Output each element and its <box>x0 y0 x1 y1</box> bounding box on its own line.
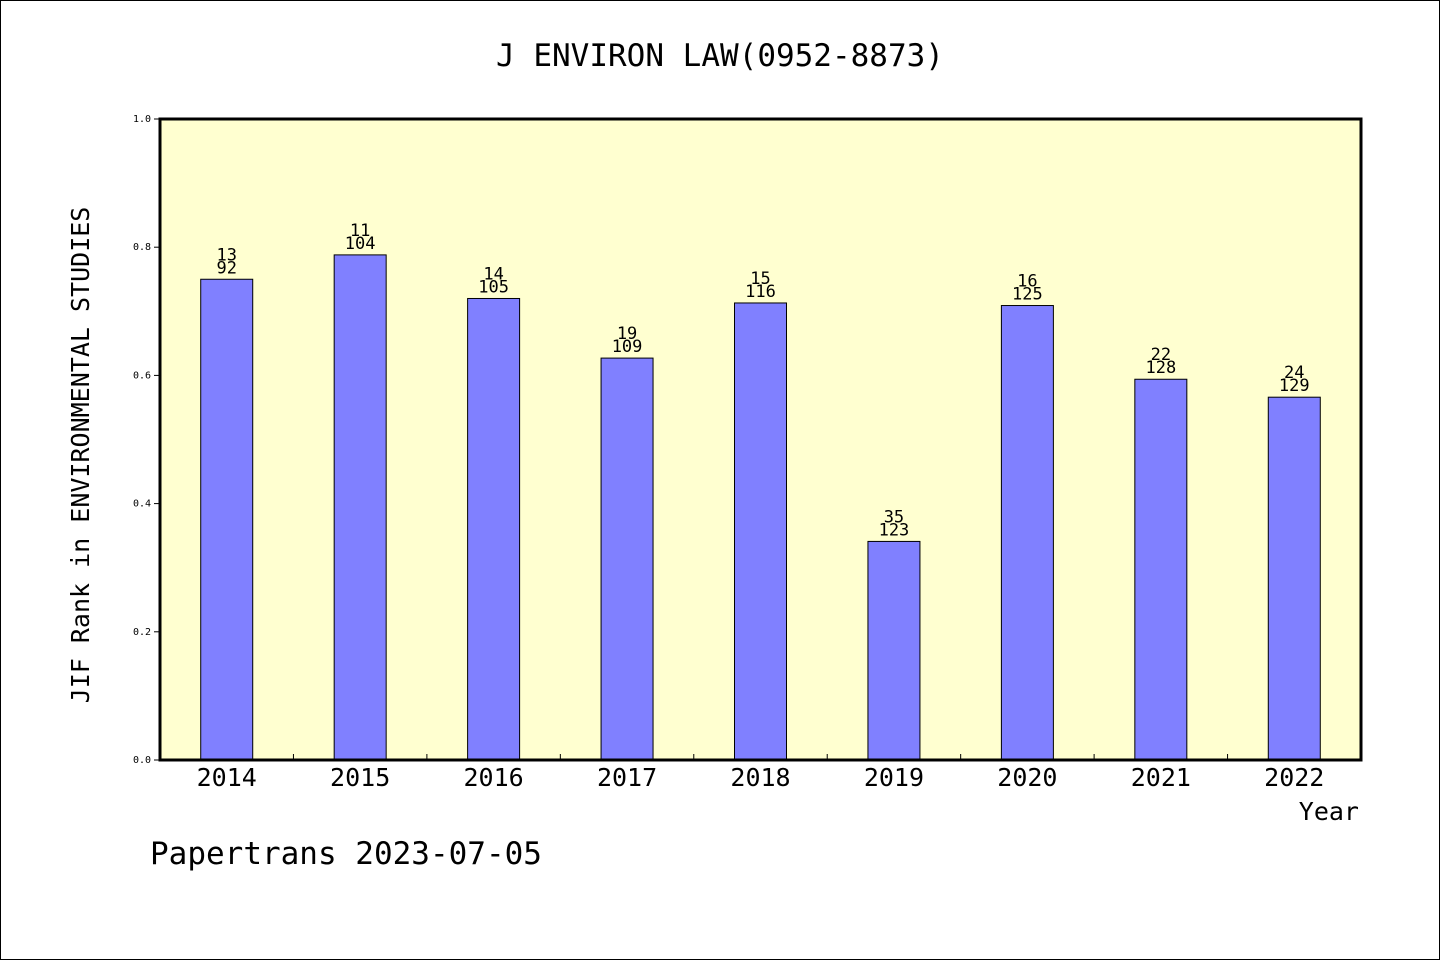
bar-rank-label: 19 <box>617 324 637 344</box>
bar-rank-label: 15 <box>750 269 770 289</box>
y-tick-label: 1.0 <box>133 114 151 125</box>
bar-rank-label: 22 <box>1151 345 1171 365</box>
x-tick-label: 2021 <box>1131 763 1191 792</box>
y-tick-label: 0.8 <box>133 242 151 253</box>
bar-rank-label: 13 <box>216 245 236 265</box>
x-tick-label: 2019 <box>864 763 924 792</box>
bar-total-label: 123 <box>879 520 910 540</box>
bar-rank-label: 16 <box>1017 272 1037 292</box>
bar-total-label: 125 <box>1012 285 1043 305</box>
y-tick-label: 0.2 <box>133 627 151 638</box>
x-axis-label: Year <box>1299 797 1359 826</box>
bar-total-label: 129 <box>1279 376 1310 396</box>
bar-2020 <box>1000 305 1054 761</box>
y-tick-label: 0.0 <box>133 755 151 766</box>
footer-credit: Papertrans 2023-07-05 <box>150 836 542 872</box>
y-axis-label: JIF Rank in ENVIRONMENTAL STUDIES <box>66 207 95 704</box>
bar-total-label: 105 <box>478 277 509 297</box>
x-axis-ticks: 2014 2015 2016 2017 2018 2019 2020 2021 2022 <box>197 754 1324 792</box>
bar-total-label: 104 <box>345 234 376 254</box>
bar-rank-label: 35 <box>884 507 904 527</box>
bar-total-label: 109 <box>612 337 643 357</box>
chart-title: J ENVIRON LAW(0952-8873) <box>496 38 944 74</box>
bar-2015 <box>333 254 387 761</box>
bar-total-label: 128 <box>1145 358 1176 378</box>
x-tick-label: 2014 <box>197 763 257 792</box>
x-tick-label: 2016 <box>464 763 524 792</box>
bar-2018 <box>734 302 787 761</box>
x-tick-label: 2018 <box>730 763 790 792</box>
plot-border <box>158 117 1363 762</box>
y-tick-label: 0.4 <box>133 499 151 510</box>
bar-total-label: 92 <box>216 258 236 278</box>
bar-2014 <box>200 278 254 761</box>
bar-rank-label: 11 <box>350 221 370 241</box>
bar-2017 <box>600 357 654 761</box>
x-tick-label: 2020 <box>997 763 1057 792</box>
x-tick-label: 2017 <box>597 763 657 792</box>
y-axis-ticks: 0.0 0.2 0.4 0.6 0.8 1.0 <box>133 114 160 766</box>
bar-rank-label: 14 <box>483 264 503 284</box>
y-tick-label: 0.6 <box>133 370 151 381</box>
bar-2019 <box>867 540 921 761</box>
bar-2021 <box>1134 378 1188 761</box>
x-tick-label: 2015 <box>330 763 390 792</box>
bar-2022 <box>1267 396 1321 761</box>
bar-total-label: 116 <box>745 282 776 302</box>
bar-rank-label: 24 <box>1284 363 1304 383</box>
x-tick-label: 2022 <box>1264 763 1324 792</box>
bar-2016 <box>467 297 521 761</box>
